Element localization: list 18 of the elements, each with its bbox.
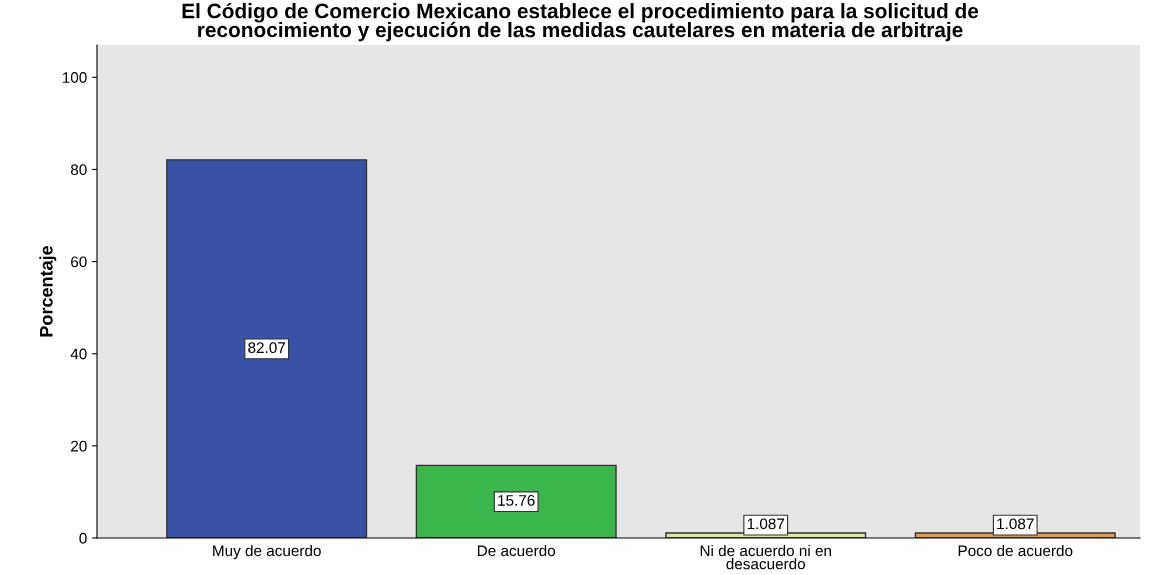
y-tick-label: 20 [71,440,87,452]
x-tick-label: Muy de acuerdo [213,544,321,560]
chart-title: El Código de Comercio Mexicano establece el procedimiento para la solicitud de reconocimiento y ejecución de las medidas cautelares en materia de arbitraje [182,2,979,42]
data-label: 15.76 [498,494,535,506]
y-tick-label: 100 [62,72,87,83]
x-tick-label: Ni de acuerdo ni en desacuerdo [700,544,831,570]
x-tick-label: Poco de acuerdo [958,544,1073,557]
y-tick-label: 60 [71,256,87,268]
bar [415,464,617,538]
data-label: 1.087 [747,518,785,530]
data-label: 82.07 [248,342,286,354]
x-tick-label: De acuerdo [477,544,556,557]
y-tick-label: 0 [79,532,87,544]
y-axis-title: Porcentaje [39,245,57,337]
data-label: 1.087 [997,518,1034,530]
y-tick-label: 80 [70,164,87,176]
bar [166,159,368,538]
y-tick-label: 40 [70,348,87,360]
